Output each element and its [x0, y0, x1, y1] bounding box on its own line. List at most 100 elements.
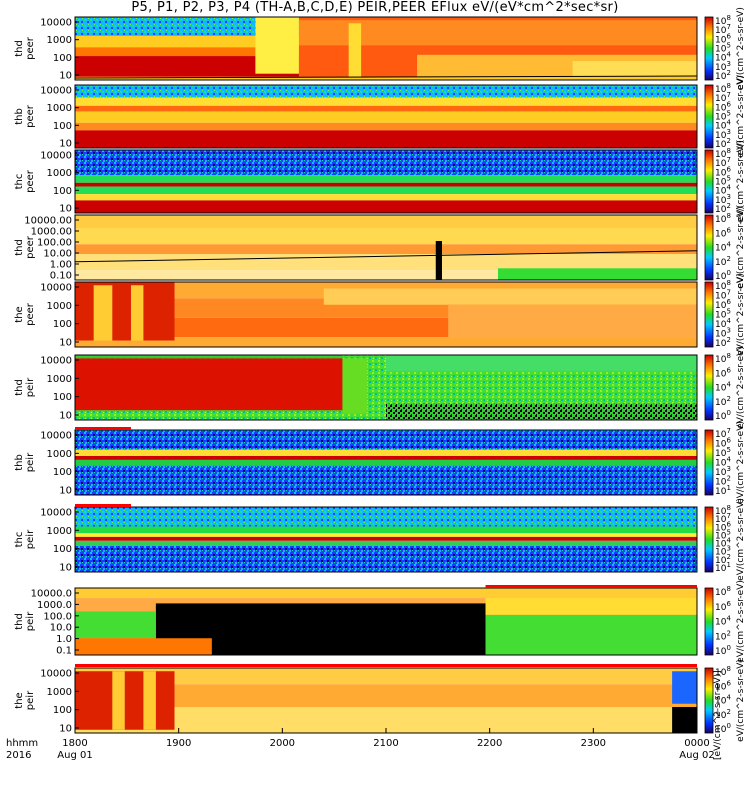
colorbar-tick-label: 107	[715, 427, 731, 440]
flag-bar	[75, 504, 131, 507]
panel-probe-label: thb	[14, 108, 25, 125]
colorbar-unit-label: eV/(cm^2-s-sr-eV)	[736, 75, 746, 158]
colorbar	[704, 667, 714, 734]
panel-probe-label: thd	[14, 239, 25, 256]
y-tick-label: 100	[53, 544, 72, 555]
colorbar-tick-label: 108	[715, 504, 731, 517]
colorbar	[704, 281, 714, 348]
colorbar-tick-label: 103	[715, 60, 731, 73]
y-tick-label: 10000	[40, 151, 72, 162]
y-tick-label: 100	[53, 467, 72, 478]
colorbar-tick-label: 102	[715, 475, 731, 488]
y-tick-label: 100	[53, 705, 72, 716]
y-tick-label: 1000	[47, 526, 72, 537]
colorbar-tick-label: 102	[715, 395, 731, 408]
y-tick-label: 100	[53, 319, 72, 330]
colorbar-tick-label: 106	[715, 32, 731, 45]
colorbar-tick-label: 107	[715, 289, 731, 302]
colorbar-tick-label: 108	[715, 665, 731, 678]
panel-probe-label: thc	[14, 532, 25, 548]
colorbar-tick-label: 105	[715, 446, 731, 459]
colorbar-tick-label: 108	[715, 279, 731, 292]
colorbar-tick-label: 105	[715, 110, 731, 123]
spectrogram-panel: 10000 1000 100 10 thb peir 1071061051041031021…	[14, 421, 746, 504]
panel-frame	[74, 587, 698, 656]
colorbar	[704, 429, 714, 496]
colorbar-tick-label: 102	[715, 553, 731, 566]
colorbar	[704, 16, 714, 81]
colorbar-tick-label: 106	[715, 679, 731, 692]
x-tick-label: 2300	[581, 738, 606, 749]
x-tick-date: Aug 01	[57, 750, 92, 761]
colorbar	[704, 84, 714, 149]
chart-title: P5, P1, P2, P3, P4 (TH-A,B,C,D,E) PEIR,P…	[131, 0, 619, 15]
colorbar-tick-label: 106	[715, 298, 731, 311]
colorbar-unit-label: eV/(cm^2-s-sr-eV)	[736, 421, 746, 504]
colorbar-tick-label: 102	[715, 137, 731, 150]
y-tick-label: 1000	[47, 168, 72, 179]
colorbar-unit-label: eV/(cm^2-s-sr-eV)	[736, 498, 746, 581]
colorbar-tick-label: 104	[715, 184, 731, 197]
y-tick-label: 100	[53, 392, 72, 403]
y-tick-label: 10	[59, 486, 72, 497]
panel-species-label: peir	[25, 529, 36, 549]
y-tick-label: 10000	[40, 508, 72, 519]
colorbar-tick-label: 105	[715, 42, 731, 55]
colorbar-tick-label: 102	[715, 629, 731, 642]
y-tick-label: 10	[59, 204, 72, 215]
y-tick-label: 10000	[40, 669, 72, 680]
colorbar-tick-label: 104	[715, 537, 731, 550]
y-tick-label: 10	[59, 338, 72, 349]
colorbar-tick-label: 104	[715, 694, 731, 707]
colorbar-unit-label: eV/(cm^2-s-sr-eV)	[736, 7, 746, 90]
colorbar-unit-label: eV/(cm^2-s-sr-eV)	[736, 659, 746, 742]
colorbar-tick-label: 106	[715, 520, 731, 533]
panel-species-label: peir	[25, 377, 36, 397]
colorbar-tick-label: 100	[715, 722, 731, 735]
colorbar-tick-label: 106	[715, 100, 731, 113]
spectrogram-panel: 10000 1000 100 10 thd peer 1081071061051041031…	[14, 7, 746, 90]
colorbar-tick-label: 106	[715, 437, 731, 450]
y-tick-label: 1000.0	[37, 600, 72, 611]
panel-frame	[74, 149, 698, 214]
flag-bar	[75, 664, 697, 667]
colorbar-tick-label: 104	[715, 51, 731, 64]
colorbar-tick-label: 104	[715, 119, 731, 132]
y-tick-label: 10	[59, 139, 72, 150]
panel-frame	[74, 16, 698, 81]
y-tick-label: 1000	[47, 35, 72, 46]
colorbar-tick-label: 103	[715, 128, 731, 141]
colorbar-tick-label: 106	[715, 366, 731, 379]
colorbar-tick-label: 105	[715, 308, 731, 321]
y-tick-label: 1000	[47, 301, 72, 312]
colorbar-tick-label: 102	[715, 255, 731, 268]
y-tick-label: 100.00	[37, 238, 72, 249]
panel-species-label: peir	[25, 452, 36, 472]
colorbar-tick-label: 107	[715, 512, 731, 525]
colorbar-tick-label: 103	[715, 193, 731, 206]
x-axis-label-year: 2016	[6, 750, 31, 761]
panel-species-label: peer	[25, 169, 36, 193]
flag-bar	[75, 427, 131, 430]
panel-frame	[74, 214, 698, 281]
colorbar-tick-label: 108	[715, 14, 731, 27]
y-tick-label: 0.10	[50, 271, 72, 282]
colorbar-tick-label: 104	[715, 241, 731, 254]
y-tick-label: 1.00	[50, 260, 72, 271]
colorbar-tick-label: 106	[715, 600, 731, 613]
colorbar-tick-label: 103	[715, 545, 731, 558]
colorbar	[704, 587, 714, 656]
colorbar-tick-label: 108	[715, 585, 731, 598]
y-tick-label: 10000	[40, 86, 72, 97]
x-tick-label: 2100	[373, 738, 398, 749]
y-tick-label: 1000	[47, 103, 72, 114]
panel-frame	[74, 354, 698, 421]
y-tick-label: 100	[53, 121, 72, 132]
colorbar	[704, 506, 714, 573]
y-tick-label: 10	[59, 563, 72, 574]
colorbar-tick-label: 102	[715, 69, 731, 82]
